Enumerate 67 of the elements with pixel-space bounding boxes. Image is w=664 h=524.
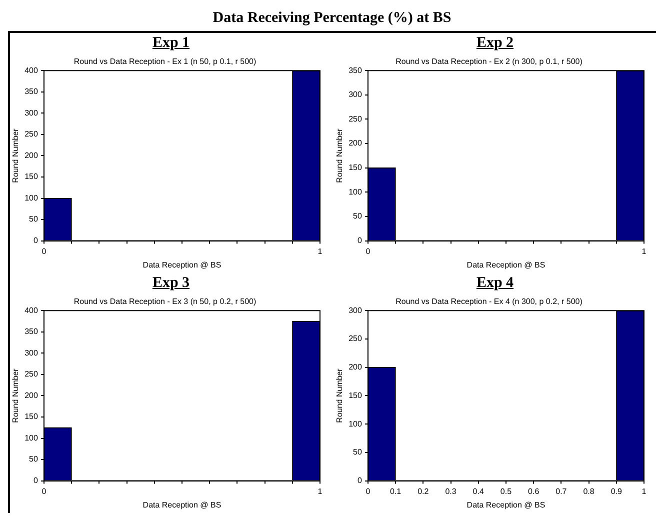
x-tick-label: 0.1 [390,486,402,496]
y-tick-label: 150 [348,163,362,172]
y-tick-label: 400 [24,66,38,75]
y-tick-label: 250 [24,130,38,139]
y-tick-label: 200 [348,138,362,148]
chart-title: Exp 2 [475,35,515,53]
x-tick-label: 0 [42,246,47,256]
x-tick-label: 0.8 [583,486,595,496]
x-tick-label: 0 [366,486,371,496]
x-tick-label: 1 [642,486,647,496]
y-tick-label: 50 [29,454,38,464]
y-tick-label: 400 [24,306,38,315]
y-tick-label: 0 [33,236,38,246]
x-axis-title: Data Reception @ BS [142,500,222,510]
y-tick-label: 300 [24,108,38,118]
chart-subtitle: Round vs Data Reception - Ex 3 (n 50, p 0.2, r 500) [74,297,256,306]
chart-title: Exp 1 [151,35,191,53]
x-tick-label: 0 [366,246,371,256]
y-tick-label: 0 [357,476,362,486]
chart-subtitle: Round vs Data Reception - Ex 1 (n 50, p 0.1, r 500) [74,57,256,66]
y-tick-label: 0 [357,236,362,246]
y-tick-label: 100 [24,193,38,202]
y-tick-label: 150 [348,390,362,400]
y-tick-label: 50 [353,448,362,457]
x-axis-title: Data Reception @ BS [142,260,222,270]
y-axis-title: Round Number [335,128,344,183]
x-axis-title: Data Reception @ BS [466,260,546,270]
chart-subtitle: Round vs Data Reception - Ex 4 (n 300, p 0.2, r 500) [396,297,583,306]
y-tick-label: 300 [24,348,38,358]
x-tick-label: 0.9 [610,486,623,496]
x-tick-label: 0.3 [445,486,457,496]
x-tick-label: 0.7 [556,486,568,496]
y-tick-label: 350 [24,327,38,336]
y-tick-label: 350 [24,87,38,96]
x-tick-label: 1 [318,246,323,256]
y-tick-label: 200 [348,362,362,372]
y-tick-label: 300 [348,306,362,315]
y-tick-label: 250 [24,370,38,379]
x-tick-label: 0.4 [472,486,484,496]
y-tick-label: 300 [348,90,362,100]
y-tick-label: 250 [348,334,362,344]
y-tick-label: 350 [348,66,362,75]
chart-title: Exp 3 [151,275,191,293]
x-tick-label: 1 [318,486,323,496]
x-tick-label: 0 [42,486,47,496]
y-tick-label: 150 [24,172,38,182]
y-tick-label: 100 [348,187,362,196]
y-axis-title: Round Number [11,128,20,183]
y-tick-label: 0 [33,476,38,486]
x-tick-label: 1 [642,246,647,256]
text: Data Receiving Percentage (%) at BS [8,8,656,33]
y-tick-label: 100 [24,433,38,442]
y-axis-title: Round Number [11,368,20,423]
x-tick-label: 0.6 [528,486,540,496]
y-tick-label: 50 [353,212,362,221]
y-tick-label: 150 [24,412,38,422]
y-tick-label: 50 [29,214,38,224]
y-axis-title: Round Number [335,368,344,423]
x-axis-title: Data Reception @ BS [466,500,546,510]
y-tick-label: 100 [348,419,362,428]
y-tick-label: 200 [24,390,38,400]
y-tick-label: 200 [24,150,38,160]
x-tick-label: 0.2 [418,486,430,496]
chart-title: Exp 4 [475,275,515,293]
x-tick-label: 0.5 [500,486,512,496]
chart-subtitle: Round vs Data Reception - Ex 2 (n 300, p 0.1, r 500) [396,57,583,66]
y-tick-label: 250 [348,114,362,124]
